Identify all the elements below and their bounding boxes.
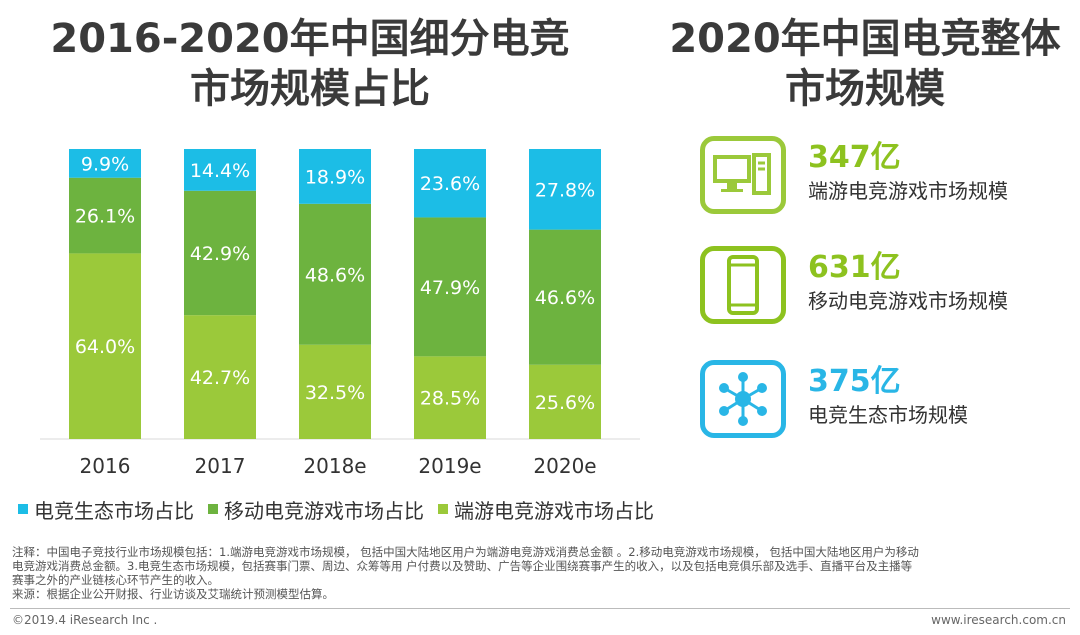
- legend-label-mobile: 移动电竞游戏市场占比: [224, 498, 424, 523]
- data-label-mobile-2020e: 46.6%: [535, 287, 595, 309]
- data-label-ecosystem-2017: 14.4%: [190, 160, 250, 182]
- note-line-3: 赛事之外的产业链核心环节产生的收入。: [12, 573, 219, 587]
- stat-pc-esports: 347亿 端游电竞游戏市场规模: [700, 136, 1070, 216]
- mobile-phone-icon: [700, 246, 786, 324]
- data-label-pc-2017: 42.7%: [190, 367, 250, 389]
- summary-title: 2020年中国电竞整体 市场规模: [660, 14, 1070, 114]
- data-label-ecosystem-2016: 9.9%: [81, 153, 129, 175]
- chart-legend: 电竞生态市场占比 移动电竞游戏市场占比 端游电竞游戏市场占比: [18, 494, 668, 524]
- data-label-mobile-2018e: 48.6%: [305, 264, 365, 286]
- chart-title: 2016-2020年中国细分电竞 市场规模占比: [30, 14, 590, 114]
- legend-item-pc: 端游电竞游戏市场占比: [438, 495, 654, 524]
- bar-mobile-2017: [184, 190, 256, 316]
- bar-pc-2016: [69, 253, 141, 439]
- data-label-pc-2016: 64.0%: [75, 336, 135, 358]
- stat-pc-label: 端游电竞游戏市场规模: [808, 179, 1008, 203]
- stat-mobile-esports: 631亿 移动电竞游戏市场规模: [700, 246, 1070, 326]
- website-url: www.iresearch.com.cn: [931, 613, 1066, 627]
- legend-swatch-ecosystem: [18, 504, 28, 514]
- desktop-computer-icon: [700, 136, 786, 214]
- data-label-ecosystem-2020e: 27.8%: [535, 179, 595, 201]
- stat-ecosystem-label: 电竞生态市场规模: [808, 403, 968, 427]
- legend-label-pc: 端游电竞游戏市场占比: [454, 498, 654, 523]
- summary-title-line1: 2020年中国电竞整体: [669, 16, 1061, 62]
- data-label-mobile-2016: 26.1%: [75, 206, 135, 228]
- copyright: ©2019.4 iResearch Inc .: [12, 613, 158, 627]
- x-tick-label-2018e: 2018e: [303, 454, 366, 478]
- x-tick-label-2016: 2016: [80, 454, 131, 478]
- network-hub-icon: [700, 360, 786, 438]
- data-label-pc-2018e: 32.5%: [305, 382, 365, 404]
- bar-pc-2017: [184, 315, 256, 439]
- stat-ecosystem-value: 375亿: [808, 364, 901, 399]
- chart-title-line2: 市场规模占比: [190, 66, 430, 112]
- bar-pc-2019e: [414, 356, 486, 439]
- bar-pc-2020e: [529, 364, 601, 439]
- legend-swatch-pc: [438, 504, 448, 514]
- x-tick-label-2017: 2017: [195, 454, 246, 478]
- bar-mobile-2020e: [529, 229, 601, 365]
- bar-pc-2018e: [299, 344, 371, 439]
- chart-title-line1: 2016-2020年中国细分电竞: [50, 16, 570, 62]
- x-tick-label-2019e: 2019e: [418, 454, 481, 478]
- source-note: 来源：根据企业公开财报、行业访谈及艾瑞统计预测模型估算。: [12, 587, 334, 601]
- data-label-mobile-2017: 42.9%: [190, 243, 250, 265]
- notes: 注释：中国电子竞技行业市场规模包括：1.端游电竞游戏市场规模， 包括中国大陆地区…: [12, 545, 1072, 601]
- bar-ecosystem-2018e: [299, 149, 371, 204]
- data-label-pc-2020e: 25.6%: [535, 392, 595, 414]
- bar-mobile-2019e: [414, 217, 486, 357]
- legend-swatch-mobile: [208, 504, 218, 514]
- bar-mobile-2018e: [299, 203, 371, 345]
- data-label-ecosystem-2018e: 18.9%: [305, 166, 365, 188]
- data-label-ecosystem-2019e: 23.6%: [420, 173, 480, 195]
- x-tick-label-2020e: 2020e: [533, 454, 596, 478]
- legend-item-mobile: 移动电竞游戏市场占比: [208, 495, 424, 524]
- summary-title-line2: 市场规模: [785, 66, 945, 112]
- footer-divider: [10, 608, 1070, 609]
- note-line-1: 注释：中国电子竞技行业市场规模包括：1.端游电竞游戏市场规模， 包括中国大陆地区…: [12, 545, 919, 559]
- stacked-bar-chart: 64.0% 26.1% 9.9% 2016 42.7% 42.9% 14.4% 2017 32.…: [40, 149, 640, 478]
- data-label-pc-2019e: 28.5%: [420, 388, 480, 410]
- stat-mobile-value: 631亿: [808, 250, 901, 285]
- legend-item-ecosystem: 电竞生态市场占比: [18, 495, 194, 524]
- stat-mobile-label: 移动电竞游戏市场规模: [808, 289, 1008, 313]
- note-line-2: 电竞游戏消费总金额。3.电竞生态市场规模，包括赛事门票、周边、众筹等用 户付费以…: [12, 559, 913, 573]
- data-label-mobile-2019e: 47.9%: [420, 277, 480, 299]
- stat-pc-value: 347亿: [808, 140, 901, 175]
- bar-ecosystem-2017: [184, 149, 256, 191]
- bar-mobile-2016: [69, 177, 141, 254]
- bar-ecosystem-2019e: [414, 149, 486, 218]
- legend-label-ecosystem: 电竞生态市场占比: [34, 498, 194, 523]
- bar-ecosystem-2020e: [529, 149, 601, 230]
- stat-ecosystem: 375亿 电竞生态市场规模: [700, 360, 1070, 440]
- bar-ecosystem-2016: [69, 149, 141, 178]
